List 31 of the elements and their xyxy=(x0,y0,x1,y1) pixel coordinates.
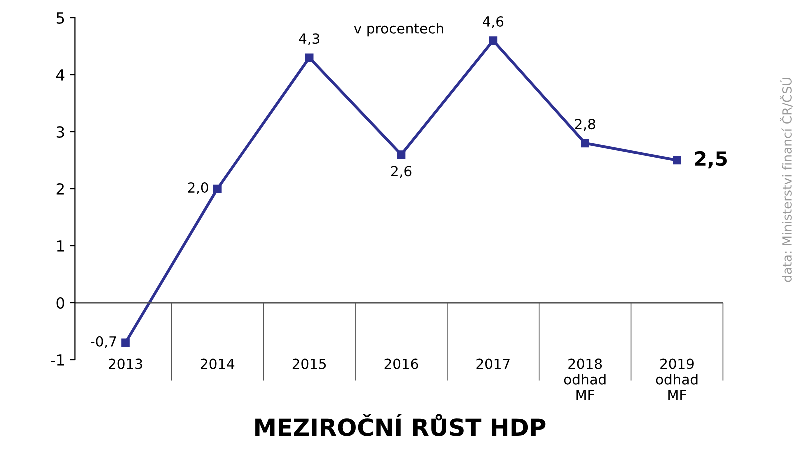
data-label: 2,5 xyxy=(695,151,727,169)
y-tick-label: 4 xyxy=(56,70,65,81)
point xyxy=(122,338,130,348)
x-tick-label: 2015 xyxy=(292,358,326,370)
y-tick-label: 0 xyxy=(56,297,64,310)
y-tick-label: 3 xyxy=(56,126,64,138)
data-label: 4,6 xyxy=(483,16,504,28)
x-tick-label: 2017 xyxy=(476,358,510,370)
point xyxy=(673,156,682,165)
x-tick-label: 2019 odhad MF xyxy=(656,358,698,400)
data-label: 4,3 xyxy=(299,34,320,46)
data-label: 2,0 xyxy=(188,182,208,194)
data-label: -0,7 xyxy=(91,336,116,348)
x-tick-label: 2018 odhad MF xyxy=(564,358,606,400)
point xyxy=(397,150,406,159)
data-label: 2,6 xyxy=(391,166,412,178)
point xyxy=(581,139,590,148)
chart-subtitle: v procentech xyxy=(354,23,444,37)
x-tick-label: 2014 xyxy=(201,358,235,370)
y-tick-label: 2 xyxy=(56,183,64,195)
data-label: 2,8 xyxy=(575,119,596,132)
point xyxy=(305,54,314,62)
point xyxy=(489,36,498,45)
text: data: Ministerstvi financí ČR/ČSÚ xyxy=(780,78,793,282)
y-tick-label: 5 xyxy=(56,12,64,24)
y-tick-label: -1 xyxy=(50,354,64,366)
x-tick-label: 2016 xyxy=(384,358,418,370)
text: MEZIROČNÍ RŮST HDP xyxy=(256,414,546,436)
y-tick-label: 1 xyxy=(57,240,64,252)
x-tick-label: 2013 xyxy=(109,358,142,370)
point xyxy=(214,184,222,194)
